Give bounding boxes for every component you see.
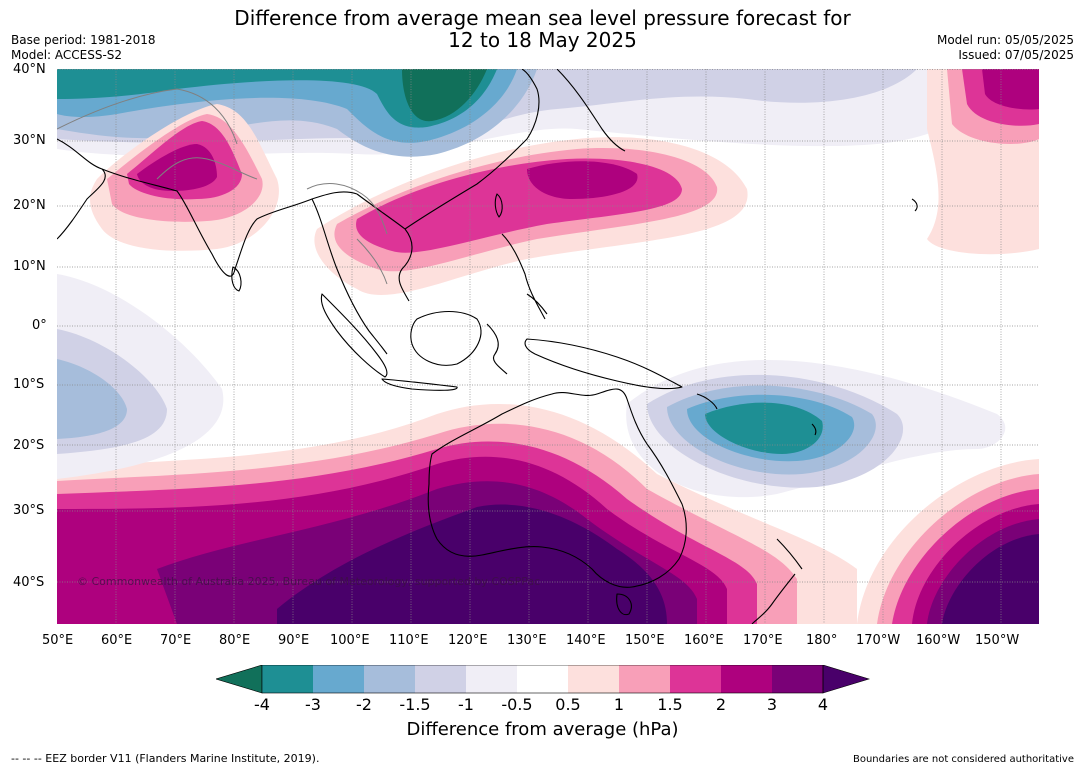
lat-label: 30°S — [13, 503, 45, 518]
colorbar — [216, 665, 870, 694]
lon-label: 170°E — [743, 633, 783, 648]
lon-label: 150°W — [975, 633, 1020, 648]
lon-label: 90°E — [278, 633, 310, 648]
colorbar-title: Difference from average (hPa) — [406, 719, 679, 740]
lat-label: 0° — [32, 318, 47, 333]
country-borders — [57, 88, 388, 285]
colorbar-tick-label: -2 — [356, 695, 372, 714]
colorbar-segment — [216, 665, 263, 694]
lon-label: 130°E — [507, 633, 547, 648]
copyright-text: © Commonwealth of Australia 2025, Bureau… — [77, 575, 540, 588]
lon-label: 150°E — [625, 633, 665, 648]
colorbar-segment — [313, 665, 364, 693]
lon-label: 80°E — [219, 633, 251, 648]
lon-label: 160°W — [916, 633, 961, 648]
boundary-disclaimer: Boundaries are not considered authoritat… — [852, 754, 1074, 765]
model-name: Model: ACCESS-S2 — [11, 48, 123, 62]
colorbar-tick-label: 4 — [817, 695, 829, 714]
colorbar-segment — [568, 665, 619, 693]
lon-label: 170°W — [856, 633, 901, 648]
coastlines — [57, 69, 918, 624]
colorbar-segment — [415, 665, 466, 693]
colorbar-segment — [517, 665, 568, 693]
colorbar-tick-label: -0.5 — [501, 695, 533, 714]
lon-label: 100°E — [330, 633, 370, 648]
base-period: Base period: 1981-2018 — [11, 33, 156, 47]
colorbar-segment — [619, 665, 670, 693]
colorbar-tick-label: 1 — [613, 695, 625, 714]
pressure-anomaly-map: © Commonwealth of Australia 2025, Bureau… — [57, 69, 1039, 624]
colorbar-tick-label: 1.5 — [657, 695, 683, 714]
lon-label: 110°E — [389, 633, 429, 648]
lon-label: 180° — [806, 633, 838, 648]
anomaly-field — [57, 69, 1039, 624]
eez-note: -- -- -- EEZ border V11 (Flanders Marine… — [11, 752, 320, 765]
colorbar-tick-label: -1 — [458, 695, 474, 714]
colorbar-segment — [822, 665, 870, 694]
lon-label: 50°E — [42, 633, 74, 648]
colorbar-tick-label: 2 — [715, 695, 727, 714]
lat-label: 30°N — [13, 133, 46, 148]
colorbar-tick-label: -3 — [305, 695, 321, 714]
colorbar-segment — [670, 665, 721, 693]
lon-label: 160°E — [684, 633, 724, 648]
colorbar-tick-label: 0.5 — [555, 695, 581, 714]
lat-label: 40°S — [13, 575, 45, 590]
chart-title-line2: 12 to 18 May 2025 — [448, 28, 637, 52]
colorbar-segment — [466, 665, 517, 693]
model-run: Model run: 05/05/2025 — [936, 33, 1074, 47]
colorbar-segment — [772, 665, 823, 693]
lat-label: 10°N — [13, 259, 46, 274]
lon-label: 140°E — [566, 633, 606, 648]
lat-label: 20°N — [13, 198, 46, 213]
chart-title-line1: Difference from average mean sea level p… — [234, 6, 851, 30]
lat-label: 10°S — [13, 377, 45, 392]
graticule — [57, 69, 1039, 624]
lat-label: 40°N — [13, 62, 46, 77]
colorbar-tick-label: -4 — [254, 695, 270, 714]
colorbar-segment — [262, 665, 313, 693]
colorbar-segment — [721, 665, 772, 693]
colorbar-tick-label: -1.5 — [399, 695, 431, 714]
lat-label: 20°S — [13, 438, 45, 453]
lon-label: 70°E — [160, 633, 192, 648]
colorbar-segment — [364, 665, 415, 693]
lon-label: 60°E — [101, 633, 133, 648]
lon-label: 120°E — [448, 633, 488, 648]
colorbar-tick-label: 3 — [766, 695, 778, 714]
issued-date: Issued: 07/05/2025 — [958, 48, 1074, 62]
